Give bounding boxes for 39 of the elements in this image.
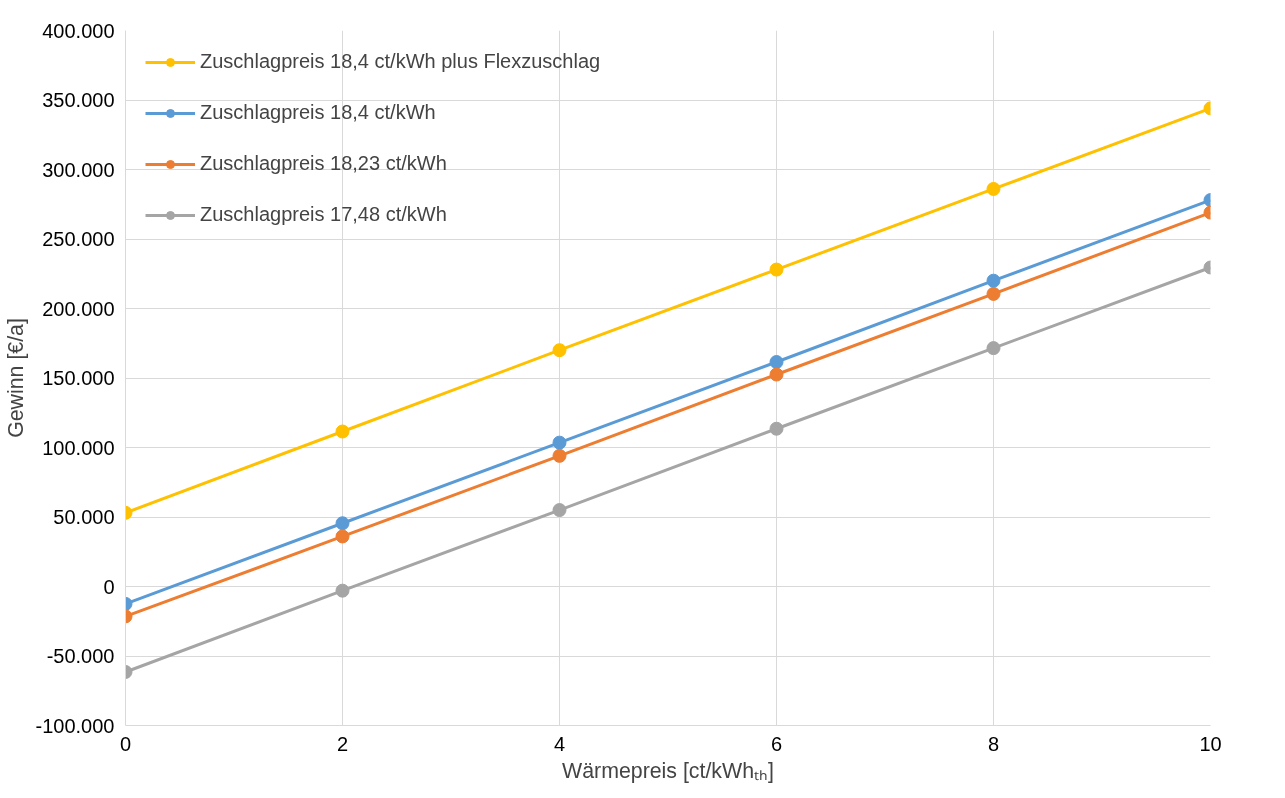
y-tick-label: 300.000 [42, 158, 115, 181]
point [769, 355, 784, 369]
x-tick-label: 10 [1199, 732, 1222, 755]
y-tick-label: 250.000 [42, 228, 115, 250]
y-tick-label: 200.000 [42, 297, 115, 320]
point [986, 181, 1001, 196]
x-axis-title: Wärmepreis [ct/kWhₜₕ] [562, 758, 774, 783]
point [986, 273, 1001, 288]
legend-label: Zuschlagpreis 18,23 ct/kWh [200, 152, 447, 175]
point [552, 503, 567, 518]
legend-label: Zuschlagpreis 17,48 ct/kWh [200, 203, 447, 226]
legend-label: Zuschlagpreis 18,4 ct/kWh [200, 101, 436, 124]
y-tick-label: 400.000 [42, 19, 115, 42]
point [552, 448, 567, 463]
point [552, 343, 567, 358]
point [335, 516, 350, 531]
y-tick-label: 50.000 [53, 506, 115, 528]
x-tick-label: 8 [987, 732, 1000, 755]
point [552, 435, 567, 450]
point [769, 262, 784, 277]
point [335, 583, 350, 598]
y-tick-label: 150.000 [42, 367, 115, 389]
point [769, 421, 784, 436]
y-tick-label: -100.000 [35, 714, 115, 737]
point [986, 341, 1001, 356]
y-tick-label: 350.000 [42, 89, 115, 111]
point [335, 424, 350, 439]
x-tick-label: 2 [336, 732, 349, 755]
x-tick-label: 6 [770, 732, 783, 755]
y-tick-label: 0 [103, 575, 115, 598]
x-tick-label: 4 [553, 732, 566, 755]
x-tick-label: 0 [119, 732, 132, 755]
y-tick-label: 100.000 [42, 436, 115, 459]
point [335, 529, 350, 544]
point [986, 286, 1001, 301]
legend-label: Zuschlagpreis 18,4 ct/kWh plus Flexzuschlag [200, 50, 601, 73]
y-axis-title: Gewinn [€/a] [3, 318, 28, 438]
point [769, 367, 784, 382]
y-tick-label: -50.000 [46, 645, 115, 667]
